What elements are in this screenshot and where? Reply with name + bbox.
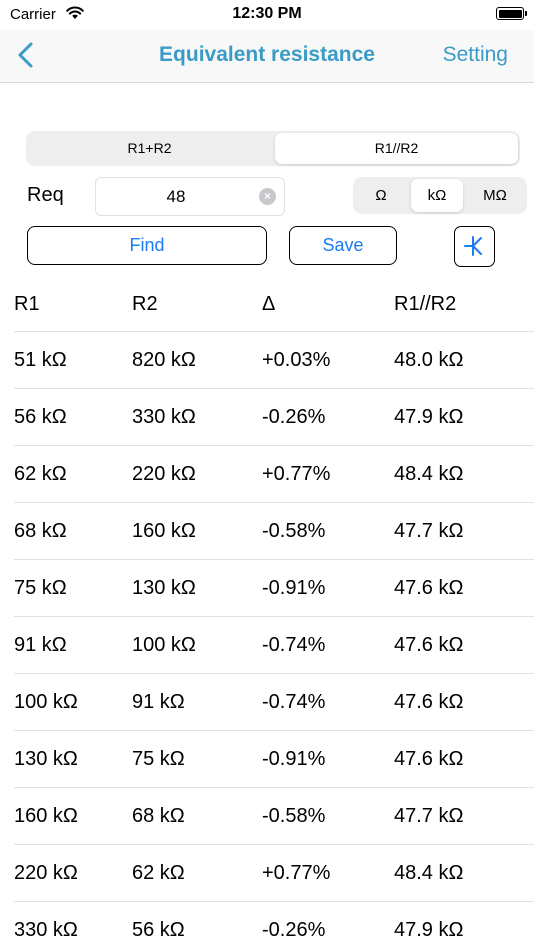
req-field: ×: [95, 177, 285, 216]
cell-r1: 100 kΩ: [14, 691, 78, 713]
header-result: R1//R2: [394, 293, 457, 315]
header-delta: Δ: [262, 293, 276, 315]
cell-result: 47.6 kΩ: [394, 748, 464, 770]
table-row[interactable]: 51 kΩ 820 kΩ +0.03% 48.0 kΩ: [14, 332, 534, 389]
cell-result: 48.4 kΩ: [394, 862, 464, 884]
resistor-parallel-icon: [464, 236, 482, 256]
unit-segmented-control: Ω kΩ MΩ: [353, 177, 527, 214]
req-label: Req: [27, 184, 64, 206]
carrier-label: Carrier: [10, 6, 56, 23]
cell-result: 47.6 kΩ: [394, 577, 464, 599]
battery-icon: [496, 7, 527, 20]
cell-r1: 130 kΩ: [14, 748, 78, 770]
find-button[interactable]: Find: [27, 226, 267, 265]
header-r2: R2: [132, 293, 158, 315]
cell-r2: 62 kΩ: [132, 862, 185, 884]
table-row[interactable]: 62 kΩ 220 kΩ +0.77% 48.4 kΩ: [14, 446, 534, 503]
table-row[interactable]: 91 kΩ 100 kΩ -0.74% 47.6 kΩ: [14, 617, 534, 674]
cell-r2: 220 kΩ: [132, 463, 196, 485]
cell-r2: 330 kΩ: [132, 406, 196, 428]
cell-result: 47.7 kΩ: [394, 520, 464, 542]
cell-delta: +0.03%: [262, 349, 331, 371]
segment-unit-mohm[interactable]: MΩ: [483, 187, 507, 204]
cell-r1: 56 kΩ: [14, 406, 67, 428]
wifi-icon: [66, 6, 84, 19]
table-row[interactable]: 160 kΩ 68 kΩ -0.58% 47.7 kΩ: [14, 788, 534, 845]
cell-delta: +0.77%: [262, 862, 331, 884]
table-row[interactable]: 220 kΩ 62 kΩ +0.77% 48.4 kΩ: [14, 845, 534, 902]
mode-segmented-control: R1+R2 R1//R2: [26, 131, 520, 166]
cell-r2: 75 kΩ: [132, 748, 185, 770]
cell-delta: -0.58%: [262, 805, 326, 827]
cell-result: 47.6 kΩ: [394, 634, 464, 656]
cell-result: 47.9 kΩ: [394, 406, 464, 428]
cell-delta: +0.77%: [262, 463, 331, 485]
clear-icon[interactable]: ×: [259, 188, 276, 205]
req-input[interactable]: [96, 178, 256, 215]
cell-r2: 68 kΩ: [132, 805, 185, 827]
cell-r2: 820 kΩ: [132, 349, 196, 371]
table-row[interactable]: 330 kΩ 56 kΩ -0.26% 47.9 kΩ: [14, 902, 534, 950]
cell-r2: 56 kΩ: [132, 919, 185, 941]
table-header: R1 R2 Δ R1//R2: [14, 276, 534, 332]
segment-parallel[interactable]: R1//R2: [275, 133, 518, 164]
cell-r2: 160 kΩ: [132, 520, 196, 542]
cell-r2: 130 kΩ: [132, 577, 196, 599]
cell-result: 47.9 kΩ: [394, 919, 464, 941]
setting-button[interactable]: Setting: [442, 43, 508, 66]
cell-delta: -0.74%: [262, 691, 326, 713]
table-row[interactable]: 130 kΩ 75 kΩ -0.91% 47.6 kΩ: [14, 731, 534, 788]
save-button[interactable]: Save: [289, 226, 397, 265]
navigation-bar: Equivalent resistance Setting: [0, 30, 534, 83]
table-row[interactable]: 56 kΩ 330 kΩ -0.26% 47.9 kΩ: [14, 389, 534, 446]
cell-result: 48.0 kΩ: [394, 349, 464, 371]
cell-r1: 220 kΩ: [14, 862, 78, 884]
table-row[interactable]: 68 kΩ 160 kΩ -0.58% 47.7 kΩ: [14, 503, 534, 560]
table-row[interactable]: 100 kΩ 91 kΩ -0.74% 47.6 kΩ: [14, 674, 534, 731]
cell-delta: -0.26%: [262, 919, 326, 941]
cell-r2: 100 kΩ: [132, 634, 196, 656]
cell-delta: -0.74%: [262, 634, 326, 656]
table-row[interactable]: 75 kΩ 130 kΩ -0.91% 47.6 kΩ: [14, 560, 534, 617]
segment-series[interactable]: R1+R2: [127, 140, 172, 156]
cell-r1: 62 kΩ: [14, 463, 67, 485]
cell-r1: 75 kΩ: [14, 577, 67, 599]
cell-result: 47.6 kΩ: [394, 691, 464, 713]
cell-delta: -0.58%: [262, 520, 326, 542]
status-bar: Carrier 12:30 PM: [0, 0, 534, 30]
cell-r1: 330 kΩ: [14, 919, 78, 941]
segment-unit-ohm[interactable]: Ω: [375, 187, 387, 204]
cell-delta: -0.91%: [262, 748, 326, 770]
cell-r1: 91 kΩ: [14, 634, 67, 656]
cell-r1: 51 kΩ: [14, 349, 67, 371]
cell-delta: -0.91%: [262, 577, 326, 599]
segment-unit-kohm[interactable]: kΩ: [411, 179, 463, 212]
cell-r1: 160 kΩ: [14, 805, 78, 827]
cell-result: 48.4 kΩ: [394, 463, 464, 485]
page-title: Equivalent resistance: [159, 43, 375, 66]
cell-r1: 68 kΩ: [14, 520, 67, 542]
results-table: R1 R2 Δ R1//R2 51 kΩ 820 kΩ +0.03% 48.0 kΩ 5…: [0, 276, 534, 950]
cell-r2: 91 kΩ: [132, 691, 185, 713]
resistor-symbol-button[interactable]: [454, 226, 495, 267]
header-r1: R1: [14, 293, 40, 315]
cell-result: 47.7 kΩ: [394, 805, 464, 827]
clock: 12:30 PM: [232, 5, 302, 22]
chevron-left-icon[interactable]: [12, 40, 40, 70]
cell-delta: -0.26%: [262, 406, 326, 428]
